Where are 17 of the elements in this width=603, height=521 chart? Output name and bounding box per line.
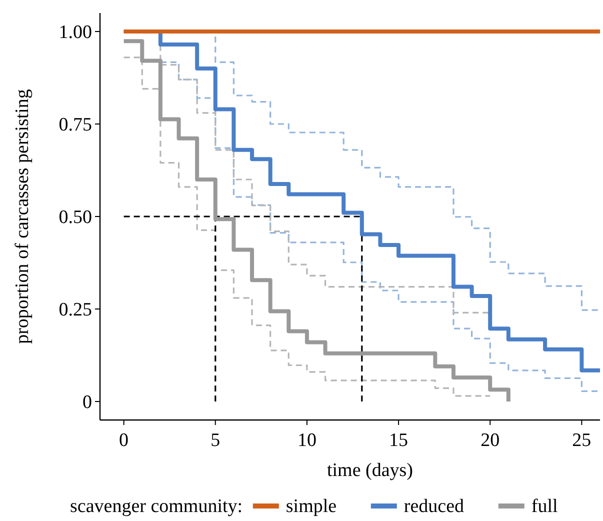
y-tick-label: 0 [82, 392, 92, 414]
y-tick-label: 0.75 [58, 114, 92, 136]
legend-label: simple [286, 496, 337, 517]
y-tick-label: 0.50 [58, 207, 92, 228]
x-axis-title: time (days) [326, 460, 414, 481]
legend-label: reduced [404, 496, 465, 517]
x-tick-label: 0 [119, 430, 129, 451]
y-tick-label: 1.00 [58, 22, 92, 44]
legend-label: full [531, 496, 558, 517]
x-tick-label: 20 [480, 430, 500, 451]
x-tick-label: 10 [297, 430, 316, 451]
x-tick-label: 15 [389, 430, 408, 451]
y-tick-label: 0.25 [58, 300, 92, 321]
y-axis-title: proportion of carcasses persisting [12, 88, 33, 344]
x-tick-label: 25 [572, 430, 592, 451]
legend-title: scavenger community: [70, 496, 243, 517]
x-tick-label: 5 [210, 430, 220, 451]
